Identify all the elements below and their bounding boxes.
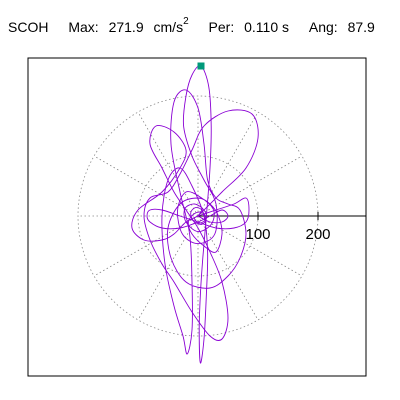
grid-spoke-240	[137, 215, 199, 321]
grid-spoke-150	[93, 155, 199, 217]
grid-spoke-30	[197, 155, 303, 217]
angle-value: 87.9	[347, 19, 375, 35]
station-code: SCOH	[8, 19, 49, 35]
angle-label: Ang:	[308, 19, 338, 35]
plot-frame	[27, 57, 367, 377]
max-label: Max:	[68, 19, 99, 35]
grid-spoke-330	[197, 215, 303, 277]
trace-series-0	[161, 65, 247, 364]
period-value: 0.110 s	[244, 19, 289, 35]
max-unit-exponent: 2	[183, 16, 189, 28]
max-value: 271.9	[108, 19, 144, 35]
trace-series-1	[131, 109, 259, 342]
tick-labels: 100 200	[245, 212, 331, 243]
x-tick-label-200: 200	[305, 226, 330, 243]
grid-spoke-300	[197, 215, 259, 321]
max-unit: cm/s2	[153, 16, 189, 35]
max-marker	[197, 62, 205, 70]
grid-spoke-120	[137, 111, 199, 217]
trace-group	[131, 65, 259, 364]
x-tick-label-100: 100	[245, 226, 270, 243]
grid-spoke-210	[93, 215, 199, 277]
trace-series-2	[146, 197, 250, 230]
max-unit-text: cm/s	[153, 19, 184, 35]
plot-header: SCOH Max: 271.9 cm/s2 Per: 0.110 s Ang: …	[8, 16, 375, 35]
period-label: Per:	[208, 19, 235, 35]
